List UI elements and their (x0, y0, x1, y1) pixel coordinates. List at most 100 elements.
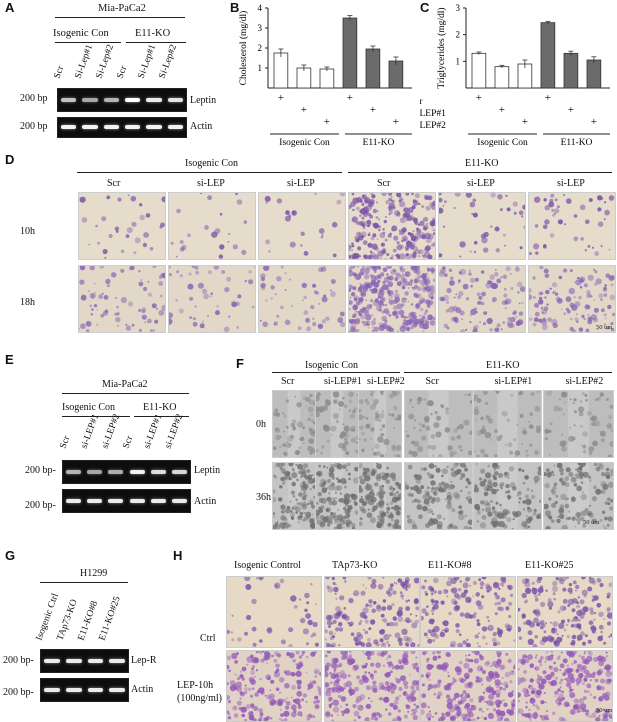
panel-f-scratch-0h-texture (273, 391, 315, 457)
bar (586, 59, 602, 89)
panel-e-gel-actin (62, 489, 191, 513)
treatment-plus: + (370, 104, 376, 116)
panel-g-lane-label: E11-KO#25 (97, 595, 123, 642)
panel-h-micrograph-lep-texture (227, 651, 321, 721)
panel-d-micrograph-10h (258, 192, 346, 260)
panel-d-row-10h: 10h (20, 226, 35, 237)
panel-h-row-dose: (100ng/ml) (177, 693, 222, 704)
panel-f-letter: F (236, 356, 244, 371)
treatment-plus: + (476, 92, 482, 104)
panel-f-row-0h: 0h (256, 419, 266, 430)
panel-d-micrograph-18h-texture (529, 266, 615, 332)
panel-a-leptin-band (146, 98, 162, 102)
panel-e-group2: E11-KO (143, 402, 177, 413)
panel-f-scratch-0h-texture (405, 391, 472, 457)
panel-f-scratch-36h-texture (316, 463, 358, 529)
bar (342, 17, 358, 89)
treatment-plus: + (591, 116, 597, 128)
panel-d-group1-line (77, 172, 342, 173)
panel-a-actin-band (103, 125, 119, 129)
panel-f-scratch-36h (473, 462, 542, 530)
panel-f-group2-line (404, 372, 612, 373)
panel-h-letter: H (173, 548, 183, 563)
panel-e-cell-line: Mia-PaCa2 (102, 379, 148, 390)
panel-f-scratch-36h-texture (405, 463, 472, 529)
panel-a-row-actin: Actin (190, 121, 213, 132)
y-tick-label: 1 (456, 56, 461, 66)
bar (365, 48, 381, 89)
panel-d-micrograph-10h-texture (264, 193, 345, 258)
panel-f-col-label: si-LEP#2 (565, 376, 604, 387)
treatment-plus: + (545, 92, 551, 104)
panel-f-scratch-36h-texture (544, 463, 613, 529)
panel-f-scratch-36h-texture (273, 463, 315, 529)
panel-g-row-actin: Actin (131, 684, 154, 695)
panel-f-col-label: Scr (425, 376, 439, 387)
panel-f-col-label: si-LEP#1 (324, 376, 362, 387)
panel-d-letter: D (5, 152, 15, 167)
treatment-plus: + (347, 92, 353, 104)
panel-a-group2: E11-KO (135, 28, 171, 39)
panel-d-group2-line (348, 172, 612, 173)
panel-d-col-label: Scr (107, 178, 121, 189)
panel-f-scratch-0h-texture (544, 391, 613, 457)
panel-c-row-label: si-LEP#2 (420, 121, 446, 131)
panel-h-micrograph-ctrl (226, 576, 322, 648)
panel-d-group2: E11-KO (465, 158, 499, 169)
panel-e-group1: Isogenic Con (62, 402, 116, 413)
panel-d-micrograph-18h-texture (439, 266, 525, 332)
panel-e-group1-line (62, 416, 130, 417)
panel-g-row-lepr: Lep-R (131, 655, 157, 666)
panel-f-group2: E11-KO (486, 360, 520, 371)
panel-f-scratch-36h (358, 462, 402, 530)
panel-e-lane-label: Scr (121, 434, 136, 450)
panel-a-letter: A (5, 0, 15, 15)
panel-a-bracket (55, 17, 185, 18)
treatment-plus: + (278, 92, 284, 104)
panel-e-lane-label: si-LEP#1 (79, 412, 102, 450)
panel-d-col-label: si-LEP (557, 178, 585, 189)
panel-f-scratch-0h (543, 390, 614, 458)
group2-label: E11-KO (363, 138, 395, 148)
y-tick-label: 2 (258, 43, 263, 53)
panel-d-micrograph-18h-texture (79, 266, 165, 332)
group1-label: Isogenic Con (477, 138, 528, 148)
panel-a-marker-1: 200 bp (20, 93, 48, 104)
panel-d-micrograph-10h (168, 192, 256, 260)
panel-d-micrograph-10h-texture (170, 193, 248, 259)
panel-f-group1-line (272, 372, 400, 373)
panel-g-lane-label: E11-KO#8 (76, 599, 101, 642)
panel-d-micrograph-10h (348, 192, 436, 260)
panel-h-col-label: E11-KO#8 (428, 560, 472, 571)
panel-h-col-label: Isogenic Control (234, 560, 301, 571)
panel-g-marker-2: 200 bp- (3, 687, 34, 698)
panel-d-micrograph-18h (168, 265, 256, 333)
panel-d-micrograph-10h-texture (529, 193, 615, 256)
panel-e-gel-leptin (62, 460, 191, 484)
bar (471, 52, 487, 89)
panel-e-leptin-band (87, 470, 103, 474)
bar (388, 60, 404, 89)
panel-f-col-label: si-LEP#2 (367, 376, 405, 387)
y-tick-label: 3 (258, 23, 263, 33)
panel-f-scratch-36h (272, 462, 316, 530)
panel-a-group1: Isogenic Con (53, 28, 109, 39)
panel-a-marker-2: 200 bp (20, 121, 48, 132)
panel-g-actin-band (44, 688, 60, 692)
panel-e-leptin-band (108, 470, 124, 474)
panel-h-row-lep: LEP-10h (177, 680, 214, 691)
bar (319, 68, 335, 89)
panel-f-group1: Isogenic Con (305, 360, 359, 371)
panel-e-lane-label: si-LEP#2 (100, 412, 123, 450)
panel-e-row-actin: Actin (194, 496, 217, 507)
panel-a-group2-line (126, 42, 186, 43)
panel-g-lane-label: TAp73-KO (55, 598, 80, 642)
panel-a-lane-label: Scr (52, 64, 67, 80)
panel-g-bracket (40, 582, 128, 583)
panel-h-col-label: E11-KO#25 (525, 560, 574, 571)
bar (494, 66, 510, 89)
panel-d-micrograph-18h (438, 265, 526, 333)
panel-e-row-leptin: Leptin (194, 465, 221, 476)
treatment-plus: + (499, 104, 505, 116)
panel-e-actin-band (66, 499, 82, 503)
